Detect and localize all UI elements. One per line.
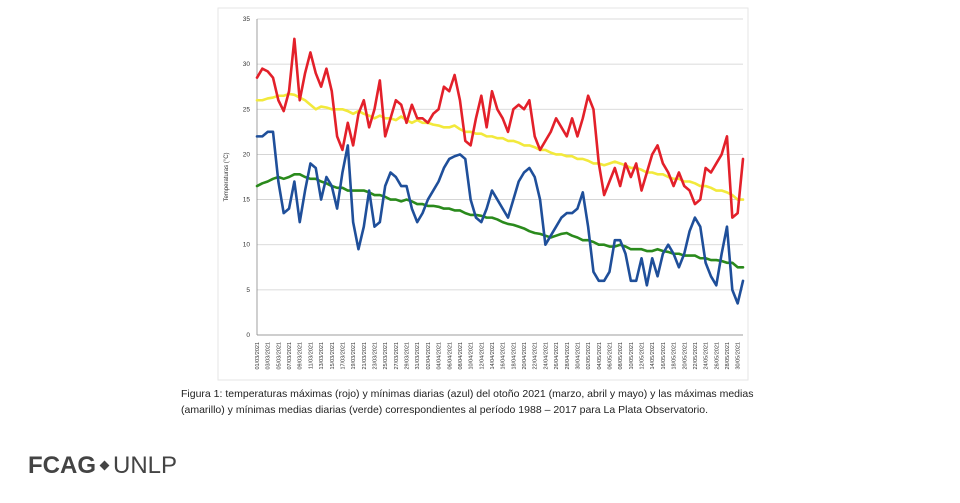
x-tick-label: 16/05/2021	[661, 342, 667, 370]
y-tick-label: 15	[243, 197, 251, 204]
x-tick-label: 22/04/2021	[533, 342, 539, 370]
chart-frame	[217, 7, 749, 381]
x-tick-label: 10/04/2021	[469, 342, 475, 370]
x-tick-label: 20/04/2021	[522, 342, 528, 370]
y-tick-label: 10	[243, 242, 251, 249]
x-tick-label: 17/03/2021	[340, 342, 346, 370]
x-tick-label: 13/03/2021	[319, 342, 325, 370]
logo: FCAG UNLP	[28, 452, 177, 480]
caption: Figura 1: temperaturas máximas (rojo) y …	[181, 388, 754, 416]
logo-right: UNLP	[113, 452, 178, 479]
x-tick-label: 29/03/2021	[405, 342, 411, 370]
x-tick-label: 08/04/2021	[458, 342, 464, 370]
x-tick-label: 08/05/2021	[618, 342, 624, 370]
x-tick-label: 09/03/2021	[298, 342, 304, 370]
x-tick-label: 04/05/2021	[597, 342, 603, 370]
x-tick-label: 18/05/2021	[672, 342, 678, 370]
x-tick-label: 06/05/2021	[607, 342, 613, 370]
x-tick-label: 28/05/2021	[725, 342, 731, 370]
x-tick-label: 15/03/2021	[330, 342, 336, 370]
x-tick-label: 30/04/2021	[575, 342, 581, 370]
logo-diamond	[99, 460, 110, 471]
y-axis-label: Temperaturas (°C)	[224, 152, 230, 201]
x-tick-label: 02/04/2021	[426, 342, 432, 370]
y-tick-label: 30	[243, 61, 251, 68]
x-tick-label: 21/03/2021	[362, 342, 368, 370]
x-tick-label: 10/05/2021	[629, 342, 635, 370]
logo-left: FCAG	[28, 452, 96, 479]
y-tick-label: 5	[246, 287, 250, 294]
x-tick-label: 02/05/2021	[586, 342, 592, 370]
x-tick-label: 27/03/2021	[394, 342, 400, 370]
x-tick-label: 16/04/2021	[501, 342, 507, 370]
x-tick-label: 05/03/2021	[276, 342, 282, 370]
series-line	[255, 92, 745, 201]
x-tick-label: 25/03/2021	[383, 342, 389, 370]
x-tick-label: 26/04/2021	[554, 342, 560, 370]
x-tick-label: 14/04/2021	[490, 342, 496, 370]
x-tick-label: 12/04/2021	[479, 342, 485, 370]
x-tick-label: 19/03/2021	[351, 342, 357, 370]
y-tick-label: 25	[243, 106, 251, 113]
x-tick-label: 18/04/2021	[511, 342, 517, 370]
x-tick-label: 24/04/2021	[543, 342, 549, 370]
x-tick-label: 01/03/2021	[255, 342, 261, 370]
x-tick-label: 30/05/2021	[736, 342, 742, 370]
x-tick-label: 06/04/2021	[447, 342, 453, 370]
x-tick-label: 23/03/2021	[372, 342, 378, 370]
x-tick-label: 26/05/2021	[714, 342, 720, 370]
x-tick-label: 04/04/2021	[437, 342, 443, 370]
x-tick-label: 28/04/2021	[565, 342, 571, 370]
x-tick-label: 22/05/2021	[693, 342, 699, 370]
x-tick-label: 20/05/2021	[682, 342, 688, 370]
series-line	[255, 172, 745, 269]
y-tick-label: 0	[246, 332, 250, 339]
x-tick-label: 11/03/2021	[308, 342, 314, 369]
x-tick-label: 24/05/2021	[704, 342, 710, 370]
x-tick-label: 12/05/2021	[640, 342, 646, 370]
x-tick-label: 07/03/2021	[287, 342, 293, 370]
x-tick-label: 31/03/2021	[415, 342, 421, 370]
y-tick-label: 35	[243, 16, 251, 23]
series-line	[255, 37, 745, 219]
y-tick-label: 20	[243, 151, 251, 158]
x-tick-label: 14/05/2021	[650, 342, 656, 370]
series-line	[255, 130, 745, 305]
chart: Temperaturas (°C) 0 5 10 15 20 25 30 35 01/03/20…	[217, 7, 749, 381]
x-tick-label: 03/03/2021	[266, 342, 272, 370]
